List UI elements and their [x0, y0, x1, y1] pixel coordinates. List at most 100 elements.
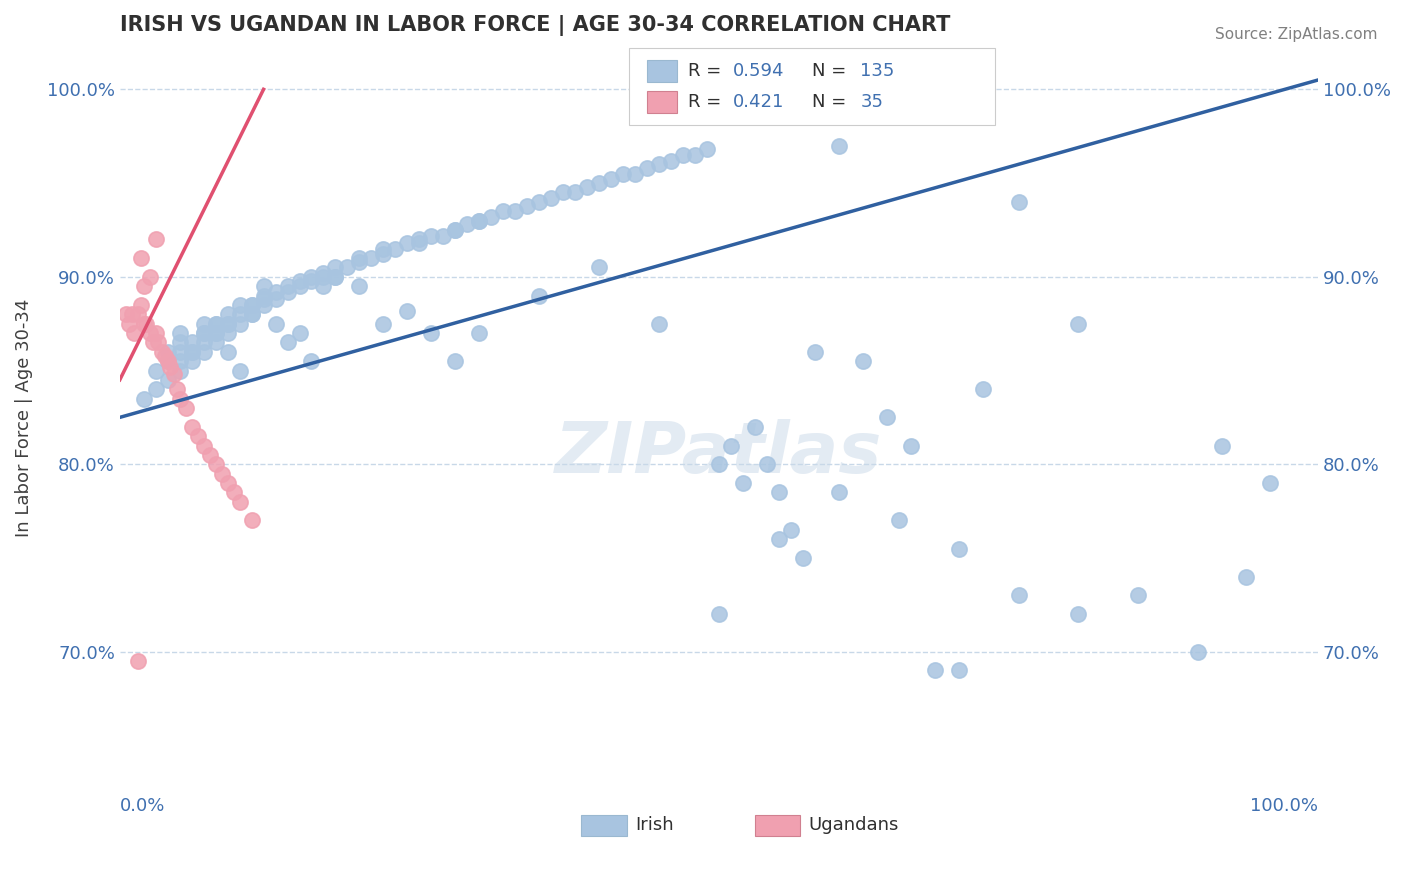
Point — [217, 344, 239, 359]
Text: 0.421: 0.421 — [734, 93, 785, 111]
Point — [166, 382, 188, 396]
Point — [204, 326, 226, 340]
Point — [779, 523, 801, 537]
Point — [132, 392, 155, 406]
Point — [169, 344, 191, 359]
Point — [240, 298, 263, 312]
Point — [516, 198, 538, 212]
Point — [252, 279, 274, 293]
Point — [444, 223, 467, 237]
Point — [180, 344, 202, 359]
Point — [312, 279, 335, 293]
Point — [1258, 475, 1281, 490]
Point — [240, 307, 263, 321]
Point — [145, 382, 167, 396]
Point — [193, 326, 215, 340]
Point — [288, 326, 311, 340]
Point — [527, 194, 550, 209]
Point — [312, 266, 335, 280]
Point — [325, 269, 347, 284]
Point — [198, 448, 221, 462]
Point — [118, 317, 141, 331]
Point — [540, 191, 562, 205]
Point — [792, 551, 814, 566]
Point — [169, 335, 191, 350]
Text: N =: N = — [813, 93, 852, 111]
Point — [948, 541, 970, 556]
Point — [804, 344, 827, 359]
FancyBboxPatch shape — [647, 60, 678, 82]
Point — [636, 161, 658, 175]
Text: ZIPatlas: ZIPatlas — [555, 419, 883, 489]
Point — [1007, 194, 1029, 209]
Point — [408, 232, 430, 246]
Point — [217, 317, 239, 331]
Point — [264, 317, 287, 331]
Point — [180, 419, 202, 434]
Point — [204, 317, 226, 331]
Point — [145, 363, 167, 377]
Point — [672, 148, 695, 162]
Point — [924, 664, 946, 678]
Text: 100.0%: 100.0% — [1250, 797, 1319, 815]
Point — [1067, 317, 1090, 331]
Text: N =: N = — [813, 62, 852, 80]
Point — [127, 654, 149, 668]
Point — [228, 363, 250, 377]
Point — [169, 326, 191, 340]
Point — [373, 242, 395, 256]
Point — [1187, 645, 1209, 659]
Point — [624, 167, 647, 181]
Point — [150, 344, 173, 359]
Point — [217, 326, 239, 340]
Point — [900, 438, 922, 452]
Point — [169, 354, 191, 368]
Point — [138, 269, 160, 284]
Point — [659, 153, 682, 168]
Point — [503, 204, 526, 219]
Point — [1211, 438, 1233, 452]
Point — [288, 279, 311, 293]
Point — [252, 298, 274, 312]
Text: IRISH VS UGANDAN IN LABOR FORCE | AGE 30-34 CORRELATION CHART: IRISH VS UGANDAN IN LABOR FORCE | AGE 30… — [120, 15, 950, 36]
Point — [159, 359, 181, 374]
Point — [553, 186, 575, 200]
Point — [648, 317, 671, 331]
Point — [683, 148, 706, 162]
Point — [301, 274, 323, 288]
Point — [707, 457, 730, 471]
Point — [887, 514, 910, 528]
Point — [169, 363, 191, 377]
Point — [432, 228, 454, 243]
Point — [492, 204, 515, 219]
Point — [576, 179, 599, 194]
Point — [132, 279, 155, 293]
Text: 0.594: 0.594 — [734, 62, 785, 80]
Point — [114, 307, 136, 321]
Point — [420, 326, 443, 340]
Y-axis label: In Labor Force | Age 30-34: In Labor Force | Age 30-34 — [15, 298, 32, 537]
Point — [217, 475, 239, 490]
Point — [193, 326, 215, 340]
Point — [127, 307, 149, 321]
Point — [301, 269, 323, 284]
Text: R =: R = — [688, 62, 727, 80]
Point — [360, 251, 382, 265]
Point — [240, 298, 263, 312]
Point — [444, 354, 467, 368]
Point — [132, 317, 155, 331]
Point — [193, 335, 215, 350]
Point — [276, 285, 298, 299]
Point — [588, 260, 610, 275]
Point — [768, 485, 790, 500]
FancyBboxPatch shape — [647, 91, 678, 112]
Point — [349, 279, 371, 293]
Point — [852, 354, 875, 368]
Point — [373, 317, 395, 331]
Point — [288, 274, 311, 288]
Point — [156, 344, 179, 359]
Point — [228, 317, 250, 331]
Point — [768, 533, 790, 547]
Point — [122, 326, 145, 340]
Point — [564, 186, 586, 200]
